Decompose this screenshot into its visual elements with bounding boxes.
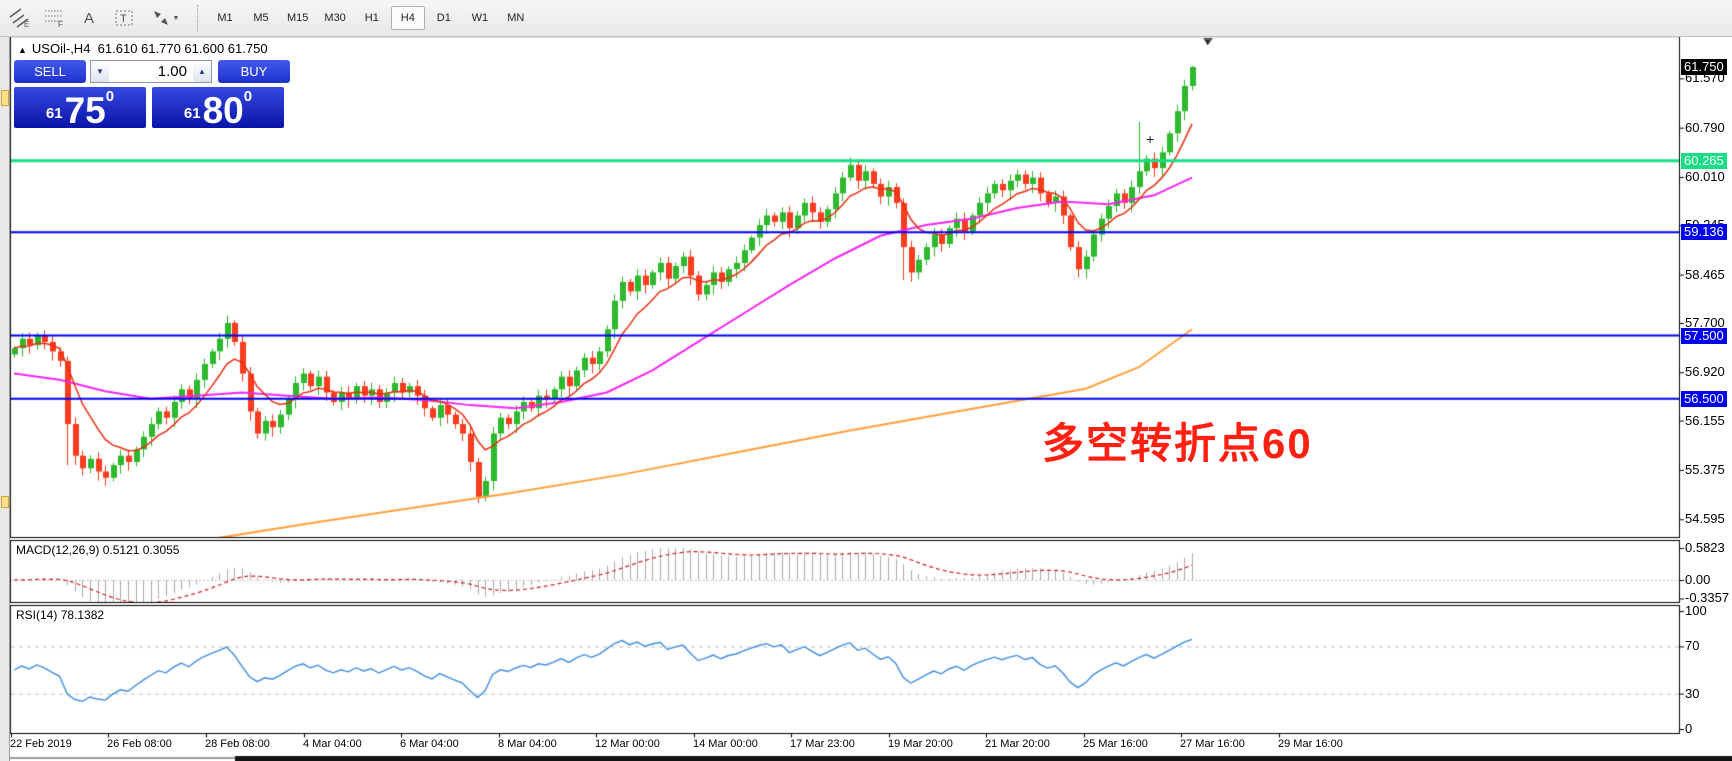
macd-indicator-label: MACD(12,26,9) 0.5121 0.3055 (16, 543, 179, 557)
toolbar-separator (197, 5, 198, 31)
collapse-triangle-icon: ▲ (18, 45, 27, 55)
chart-text-annotation: 多空转折点60 (1042, 420, 1313, 467)
svg-text:E: E (24, 20, 29, 28)
buy-price-sup: 0 (243, 88, 253, 105)
buy-price-big: 80 (202, 90, 244, 131)
symbol-period-label: USOil-,H4 (31, 41, 91, 56)
timeframe-group: M1 M5 M15 M30 H1 H4 D1 W1 MN (206, 6, 533, 30)
buy-price-prefix: 61 (183, 105, 201, 122)
svg-text:A: A (84, 10, 94, 27)
fibonacci-tool-icon[interactable]: F (40, 5, 70, 31)
volume-stepper: ▼ 1.00 ▲ (90, 60, 212, 83)
sell-button[interactable]: SELL (14, 60, 86, 83)
chart-shift-marker-icon: ▼ (1203, 37, 1212, 47)
volume-input[interactable]: 1.00 (109, 61, 193, 82)
arrows-tool-icon[interactable]: ▼ (145, 5, 185, 31)
volume-decrease-button[interactable]: ▼ (91, 61, 109, 82)
toolbar: E F A T ▼ M1 M5 M15 M30 H1 H4 D1 W1 MN (0, 0, 1732, 37)
buy-price-panel[interactable]: 61 80 0 (152, 87, 284, 131)
timeframe-button-m1[interactable]: M1 (217, 12, 233, 24)
sell-price-big: 75 (64, 90, 106, 131)
timeframe-button-m30[interactable]: M30 (324, 12, 346, 24)
text-tool-icon[interactable]: A (75, 5, 105, 31)
sell-price-prefix: 61 (45, 105, 63, 122)
gutter-object-marker (1, 90, 9, 106)
rsi-indicator-label: RSI(14) 78.1382 (16, 608, 104, 622)
svg-text:T: T (120, 13, 127, 25)
timeframe-button-h4[interactable]: H4 (390, 6, 425, 30)
macd-values: 0.5121 0.3055 (102, 543, 180, 557)
gutter-object-marker (1, 496, 9, 508)
rsi-value: 78.1382 (60, 608, 105, 622)
timeframe-button-m15[interactable]: M15 (287, 12, 309, 24)
left-gutter (0, 36, 10, 761)
volume-increase-button[interactable]: ▲ (193, 61, 211, 82)
text-label-tool-icon[interactable]: T (110, 5, 140, 31)
timeframe-button-m5[interactable]: M5 (253, 12, 269, 24)
sell-price-sup: 0 (105, 88, 115, 105)
buy-button[interactable]: BUY (218, 60, 290, 83)
sell-price-panel[interactable]: 61 75 0 (14, 87, 146, 131)
rsi-name: RSI(14) (16, 608, 58, 622)
timeframe-button-w1[interactable]: W1 (471, 12, 489, 24)
timeframe-button-d1[interactable]: D1 (436, 12, 451, 24)
macd-name: MACD(12,26,9) (16, 543, 100, 557)
timeframe-button-h1[interactable]: H1 (364, 12, 379, 24)
chart-symbol-header: ▲ USOil-,H4 61.610 61.770 61.600 61.750 (18, 41, 268, 56)
one-click-trade-panel: SELL ▼ 1.00 ▲ BUY 61 75 0 61 80 0 (14, 60, 290, 131)
crosshair-marker-icon: + (1146, 131, 1155, 147)
arrows-dropdown-icon[interactable]: ▼ (172, 14, 180, 22)
equidistant-channel-tool-icon[interactable]: E (5, 5, 35, 31)
ohlc-values: 61.610 61.770 61.600 61.750 (97, 41, 268, 56)
timeframe-button-mn[interactable]: MN (507, 12, 525, 24)
svg-text:F: F (58, 20, 63, 28)
